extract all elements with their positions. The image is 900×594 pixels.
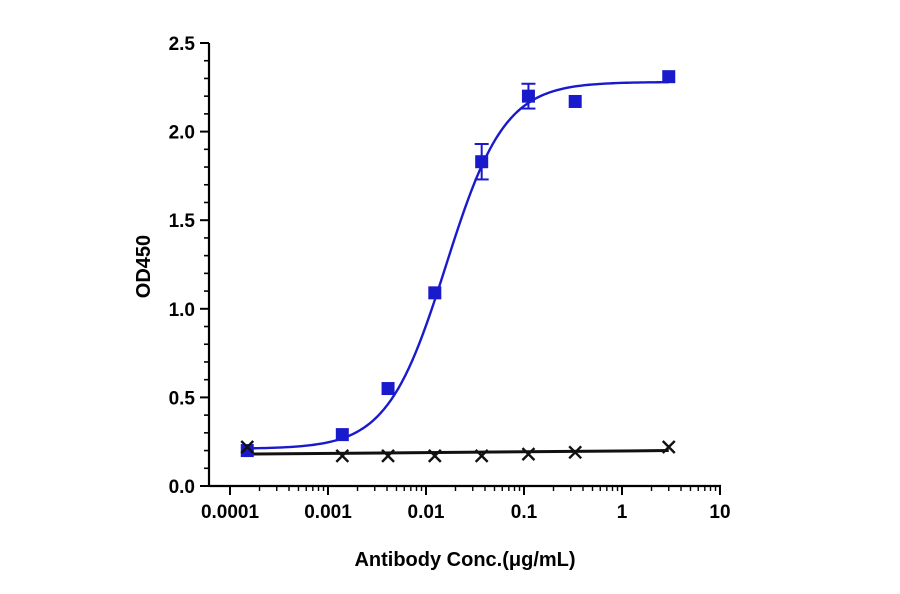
x-tick-label: 1 [617, 502, 628, 523]
y-tick-label: 1.5 [169, 211, 196, 232]
x-tick-label: 0.1 [511, 502, 538, 523]
x-tick-label: 0.001 [304, 502, 352, 523]
square-marker [240, 444, 254, 458]
x-marker [427, 449, 442, 463]
y-tick-label: 1.0 [169, 300, 195, 321]
y-tick-label: 0.5 [169, 388, 196, 409]
x-marker [521, 447, 536, 461]
square-marker [475, 155, 489, 169]
y-tick-label: 0.0 [169, 477, 195, 498]
x-axis-title: Antibody Conc.(μg/mL) [354, 549, 575, 571]
square-marker [662, 70, 676, 84]
square-marker [335, 428, 349, 442]
square-marker [568, 94, 582, 108]
x-marker [381, 449, 395, 463]
fit-curves [247, 80, 669, 456]
x-tick-label: 0.0001 [201, 502, 260, 523]
x-marker [568, 445, 583, 460]
x-marker [474, 449, 489, 463]
x-tick-label: 10 [709, 502, 730, 523]
x-marker [335, 449, 350, 463]
y-tick-label: 2.0 [169, 123, 195, 144]
fit-curve-2 [247, 449, 669, 456]
y-tick-label: 2.5 [169, 34, 196, 55]
square-marker [428, 286, 442, 300]
square-marker [381, 382, 395, 396]
y-axis-title: OD450 [133, 235, 155, 298]
data-points [240, 70, 676, 463]
axes: 0.0 0.5 1.0 1.5 2.0 2.5 0.0001 0.001 0.01 0.1 1 10 [169, 34, 731, 523]
fit-curve-1 [247, 80, 669, 450]
x-marker [240, 440, 255, 454]
x-tick-label: 0.01 [408, 502, 445, 523]
square-marker [521, 89, 535, 103]
x-marker [661, 440, 676, 454]
x-ticks: 0.0001 0.001 0.01 0.1 1 10 [201, 486, 731, 523]
y-ticks: 0.0 0.5 1.0 1.5 2.0 2.5 [169, 34, 209, 498]
